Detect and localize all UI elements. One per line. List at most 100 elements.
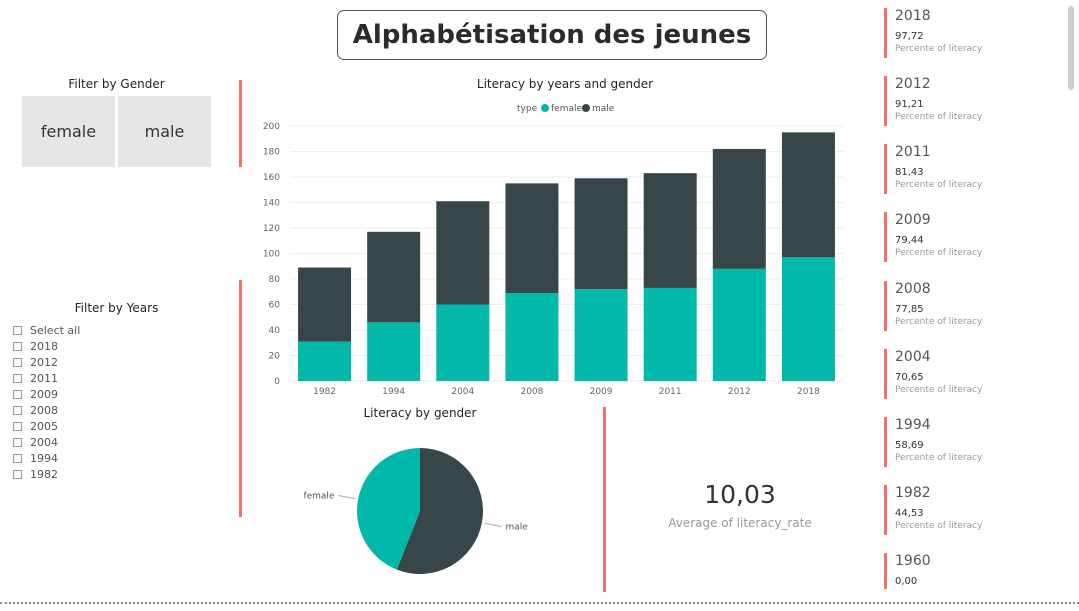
- card-value: 81,43: [895, 167, 924, 178]
- years-filter-label: 2004: [30, 435, 58, 449]
- bar-female-2018[interactable]: [781, 257, 835, 381]
- card-year: 1982: [895, 485, 931, 501]
- accent-divider: [239, 80, 242, 167]
- bar-female-2009[interactable]: [574, 289, 628, 381]
- checkbox-icon[interactable]: [13, 469, 22, 479]
- gender-filter-title: Filter by Gender: [68, 77, 165, 91]
- years-filter-item[interactable]: 2005: [13, 418, 80, 434]
- card-accent: [884, 281, 887, 331]
- legend-marker: [582, 104, 590, 112]
- years-filter-item[interactable]: 2011: [13, 370, 80, 386]
- x-tick-label: 2009: [590, 387, 613, 397]
- literacy-card: 2011 81,43 Percente of literacy: [884, 144, 1059, 194]
- card-accent: [884, 212, 887, 262]
- years-filter-label: 2012: [30, 355, 58, 369]
- card-value: 77,85: [895, 304, 924, 315]
- pie-leader-line: [338, 494, 356, 500]
- card-year: 2011: [895, 144, 931, 160]
- pie-slice-female[interactable]: [357, 448, 420, 570]
- bar-female-1994[interactable]: [367, 322, 421, 381]
- years-filter-item[interactable]: 2004: [13, 434, 80, 450]
- card-accent: [884, 144, 887, 194]
- bar-female-2012[interactable]: [712, 268, 766, 381]
- card-year: 2008: [895, 281, 931, 297]
- pie-leader-line: [484, 522, 502, 528]
- years-filter-item[interactable]: 2012: [13, 354, 80, 370]
- literacy-card: 2008 77,85 Percente of literacy: [884, 281, 1059, 331]
- years-filter-item[interactable]: 2018: [13, 338, 80, 354]
- legend-title: type: [517, 104, 538, 114]
- bar-female-1982[interactable]: [298, 341, 352, 381]
- card-label: Percente of literacy: [895, 44, 983, 54]
- x-tick-label: 1982: [313, 387, 336, 397]
- literacy-card: 1994 58,69 Percente of literacy: [884, 417, 1059, 467]
- bar-male-2004[interactable]: [436, 201, 490, 305]
- bar-male-2009[interactable]: [574, 178, 628, 290]
- bar-male-1982[interactable]: [298, 267, 352, 342]
- years-filter-item[interactable]: 1994: [13, 450, 80, 466]
- card-accent: [884, 553, 887, 589]
- bar-female-2011[interactable]: [643, 287, 697, 381]
- years-filter-label: 2009: [30, 387, 58, 401]
- card-year: 1994: [895, 417, 931, 433]
- bar-male-2012[interactable]: [712, 148, 766, 269]
- gender-filter-female[interactable]: female: [22, 96, 115, 167]
- years-filter-label: Select all: [30, 323, 81, 337]
- page-title: Alphabétisation des jeunes: [337, 10, 767, 60]
- years-filter-item[interactable]: 1982: [13, 466, 80, 482]
- literacy-card: 2009 79,44 Percente of literacy: [884, 212, 1059, 262]
- card-value: 91,21: [895, 99, 924, 110]
- pie-chart-title: Literacy by gender: [364, 406, 477, 420]
- y-tick-label: 80: [269, 275, 281, 285]
- y-tick-label: 160: [263, 173, 280, 183]
- literacy-card: 2018 97,72 Percente of literacy: [884, 8, 1059, 58]
- years-filter-item[interactable]: 2009: [13, 386, 80, 402]
- bar-male-1994[interactable]: [367, 231, 421, 323]
- bar-female-2008[interactable]: [505, 293, 559, 381]
- x-tick-label: 2004: [451, 387, 474, 397]
- x-tick-label: 2018: [797, 387, 820, 397]
- card-value: 70,65: [895, 372, 924, 383]
- years-filter-select-all[interactable]: Select all: [13, 322, 80, 338]
- card-year: 2018: [895, 8, 931, 24]
- card-value: 44,53: [895, 508, 924, 519]
- card-year: 1960: [895, 553, 931, 569]
- kpi-label: Average of literacy_rate: [668, 516, 812, 530]
- y-tick-label: 200: [263, 122, 280, 132]
- bar-female-2004[interactable]: [436, 304, 490, 382]
- checkbox-icon[interactable]: [13, 405, 22, 415]
- scrollbar[interactable]: [1068, 6, 1074, 90]
- bar-male-2011[interactable]: [643, 173, 697, 288]
- checkbox-icon[interactable]: [13, 389, 22, 399]
- legend-marker: [541, 104, 549, 112]
- card-value: 79,44: [895, 235, 924, 246]
- bar-male-2008[interactable]: [505, 183, 559, 294]
- pie-slice-male[interactable]: [396, 448, 483, 574]
- years-filter-label: 1982: [30, 467, 58, 481]
- card-accent: [884, 8, 887, 58]
- bar-male-2018[interactable]: [781, 132, 835, 258]
- bar-chart-legend: type female male: [517, 104, 615, 114]
- card-value: 58,69: [895, 440, 924, 451]
- card-label: Percente of literacy: [895, 112, 983, 122]
- checkbox-icon[interactable]: [13, 437, 22, 447]
- legend-label: female: [551, 104, 582, 114]
- checkbox-icon[interactable]: [13, 341, 22, 351]
- checkbox-icon[interactable]: [13, 453, 22, 463]
- y-tick-label: 0: [274, 377, 280, 387]
- card-label: Percente of literacy: [895, 385, 983, 395]
- checkbox-icon[interactable]: [13, 357, 22, 367]
- checkbox-icon[interactable]: [13, 421, 22, 431]
- years-filter-list: Select all 2018 2012 2011 2009 2008 2005 2004 19…: [13, 322, 80, 482]
- card-label: Percente of literacy: [895, 248, 983, 258]
- years-filter-item[interactable]: 2008: [13, 402, 80, 418]
- y-tick-label: 60: [269, 301, 281, 311]
- x-tick-label: 2011: [659, 387, 682, 397]
- card-label: Percente of literacy: [895, 180, 983, 190]
- checkbox-icon[interactable]: [13, 325, 22, 335]
- legend-label: male: [592, 104, 615, 114]
- checkbox-icon[interactable]: [13, 373, 22, 383]
- card-year: 2004: [895, 349, 931, 365]
- card-label: Percente of literacy: [895, 317, 983, 327]
- gender-filter-male[interactable]: male: [118, 96, 211, 167]
